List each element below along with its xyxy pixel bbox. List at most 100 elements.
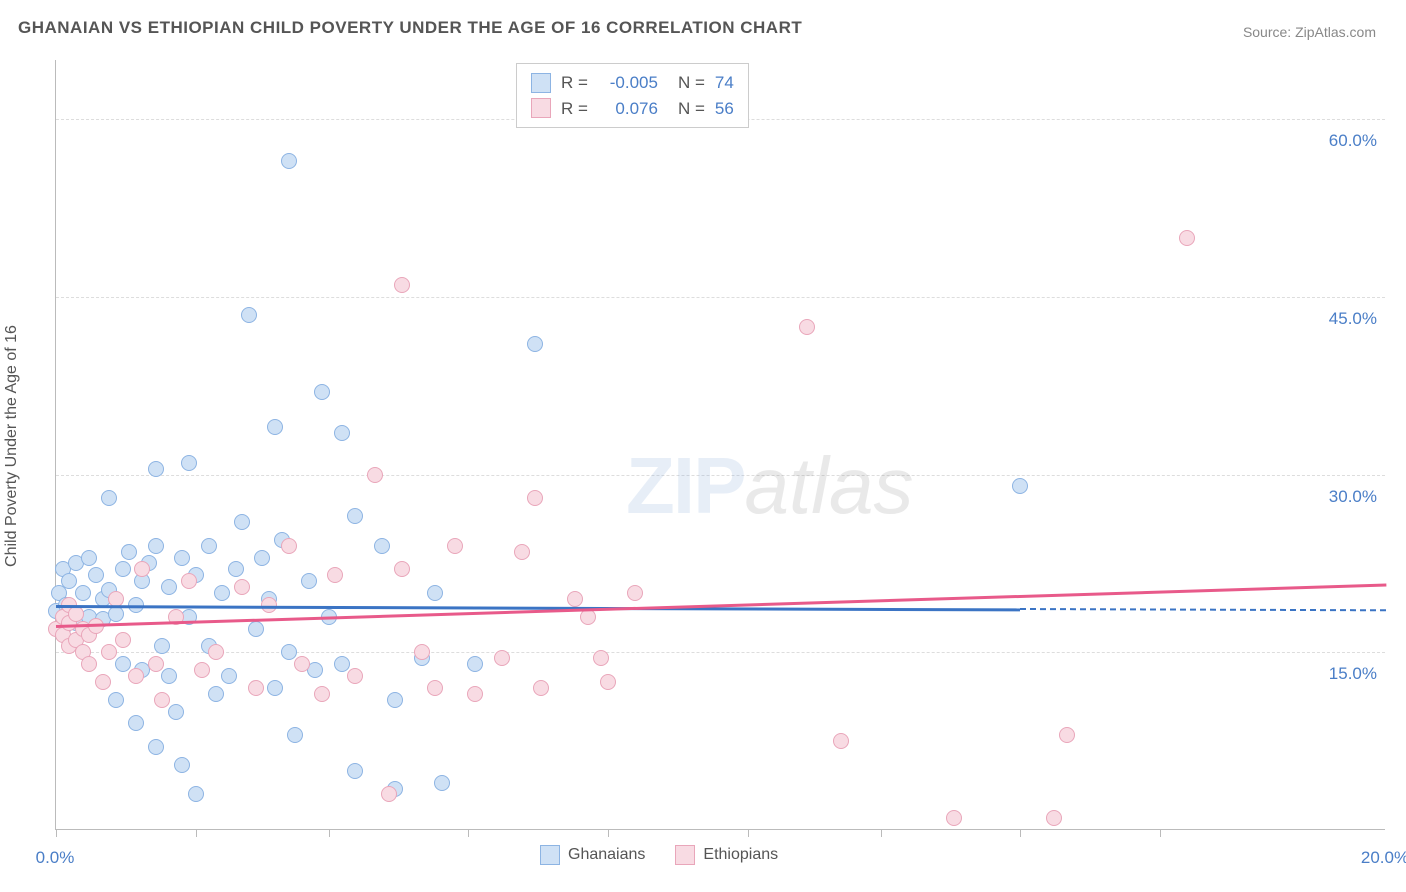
gridline	[56, 297, 1385, 298]
watermark: ZIPatlas	[626, 440, 913, 532]
scatter-point	[381, 786, 397, 802]
scatter-point	[101, 644, 117, 660]
x-tick	[1020, 829, 1021, 837]
scatter-point	[394, 277, 410, 293]
x-tick	[196, 829, 197, 837]
legend-swatch	[675, 845, 695, 865]
scatter-point	[1012, 478, 1028, 494]
x-tick	[1160, 829, 1161, 837]
stat-r-label: R =	[561, 70, 588, 96]
scatter-point	[593, 650, 609, 666]
scatter-point	[148, 461, 164, 477]
scatter-point	[387, 692, 403, 708]
scatter-point	[134, 561, 150, 577]
scatter-point	[194, 662, 210, 678]
scatter-point	[154, 692, 170, 708]
scatter-point	[248, 621, 264, 637]
stats-row: R = 0.076 N = 56	[531, 96, 734, 122]
scatter-point	[314, 384, 330, 400]
scatter-point	[128, 668, 144, 684]
scatter-point	[108, 692, 124, 708]
scatter-point	[228, 561, 244, 577]
legend: Ghanaians Ethiopians	[540, 845, 778, 865]
scatter-point	[75, 585, 91, 601]
scatter-point	[494, 650, 510, 666]
scatter-point	[101, 490, 117, 506]
scatter-point	[115, 561, 131, 577]
y-tick-label: 15.0%	[1329, 664, 1377, 684]
scatter-point	[88, 567, 104, 583]
scatter-point	[1059, 727, 1075, 743]
scatter-point	[281, 153, 297, 169]
scatter-point	[161, 668, 177, 684]
scatter-point	[467, 656, 483, 672]
scatter-point	[367, 467, 383, 483]
scatter-point	[181, 455, 197, 471]
series-swatch	[531, 98, 551, 118]
scatter-point	[281, 538, 297, 554]
stat-r-value: -0.005	[598, 70, 658, 96]
legend-swatch	[540, 845, 560, 865]
scatter-point	[580, 609, 596, 625]
x-tick-label: 20.0%	[1361, 848, 1406, 868]
legend-item: Ethiopians	[675, 845, 778, 865]
scatter-point	[121, 544, 137, 560]
y-axis-label: Child Poverty Under the Age of 16	[3, 325, 21, 567]
y-tick-label: 45.0%	[1329, 309, 1377, 329]
scatter-point	[347, 668, 363, 684]
stat-n-label: N =	[678, 96, 705, 122]
legend-item: Ghanaians	[540, 845, 645, 865]
scatter-point	[281, 644, 297, 660]
series-swatch	[531, 73, 551, 93]
chart-title: GHANAIAN VS ETHIOPIAN CHILD POVERTY UNDE…	[18, 18, 802, 38]
stat-n-value: 74	[715, 70, 734, 96]
scatter-point	[347, 508, 363, 524]
scatter-point	[168, 704, 184, 720]
scatter-point	[301, 573, 317, 589]
x-tick-label: 0.0%	[36, 848, 75, 868]
legend-label: Ethiopians	[703, 846, 778, 864]
gridline	[56, 652, 1385, 653]
scatter-point	[287, 727, 303, 743]
scatter-point	[334, 425, 350, 441]
y-tick-label: 30.0%	[1329, 487, 1377, 507]
x-tick	[748, 829, 749, 837]
scatter-point	[115, 632, 131, 648]
stats-legend: R = -0.005 N = 74R = 0.076 N = 56	[516, 63, 749, 128]
scatter-point	[527, 490, 543, 506]
scatter-point	[201, 538, 217, 554]
scatter-point	[174, 550, 190, 566]
trend-line-dashed	[1020, 608, 1386, 611]
scatter-point	[241, 307, 257, 323]
scatter-point	[81, 550, 97, 566]
scatter-point	[234, 579, 250, 595]
scatter-point	[234, 514, 250, 530]
x-tick	[881, 829, 882, 837]
y-tick-label: 60.0%	[1329, 131, 1377, 151]
x-tick	[56, 829, 57, 837]
stats-row: R =-0.005N =74	[531, 70, 734, 96]
scatter-point	[600, 674, 616, 690]
scatter-point	[221, 668, 237, 684]
scatter-point	[946, 810, 962, 826]
scatter-point	[188, 786, 204, 802]
scatter-point	[434, 775, 450, 791]
stat-r-label: R =	[561, 96, 588, 122]
scatter-point	[148, 656, 164, 672]
plot-area: 15.0% 30.0% 45.0% 60.0% ZIPatlas R = -0.005 N =…	[55, 60, 1385, 830]
stat-r-value: 0.076	[598, 96, 658, 122]
stat-n-value: 56	[715, 96, 734, 122]
scatter-point	[81, 656, 97, 672]
scatter-point	[394, 561, 410, 577]
scatter-point	[334, 656, 350, 672]
scatter-point	[174, 757, 190, 773]
scatter-point	[347, 763, 363, 779]
scatter-point	[115, 656, 131, 672]
x-tick	[608, 829, 609, 837]
scatter-point	[527, 336, 543, 352]
scatter-point	[327, 567, 343, 583]
scatter-point	[833, 733, 849, 749]
scatter-point	[161, 579, 177, 595]
scatter-point	[567, 591, 583, 607]
scatter-point	[267, 680, 283, 696]
